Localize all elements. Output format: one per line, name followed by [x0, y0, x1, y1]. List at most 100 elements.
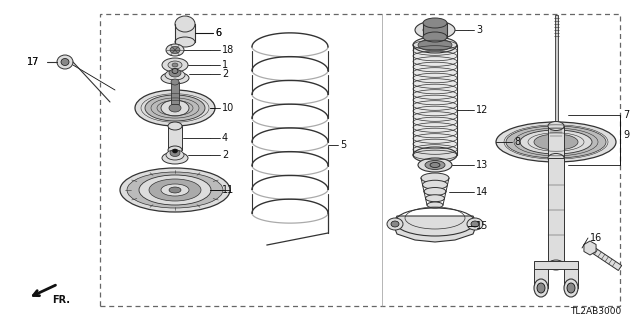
Ellipse shape: [426, 195, 445, 202]
Ellipse shape: [415, 21, 455, 39]
Ellipse shape: [506, 126, 606, 158]
Text: 12: 12: [476, 105, 488, 115]
Ellipse shape: [425, 161, 445, 170]
Bar: [423, 23, 447, 37]
Bar: [534, 263, 548, 288]
Text: 14: 14: [476, 187, 488, 197]
Ellipse shape: [168, 122, 182, 130]
Bar: [171, 82, 179, 104]
Polygon shape: [584, 241, 596, 255]
Ellipse shape: [175, 37, 195, 47]
Polygon shape: [588, 245, 621, 270]
Text: TL2AB3000: TL2AB3000: [570, 308, 621, 316]
Ellipse shape: [567, 283, 575, 293]
Bar: [414, 45, 456, 155]
Bar: [554, 15, 557, 125]
Ellipse shape: [168, 146, 182, 154]
Text: 2: 2: [222, 150, 228, 160]
Ellipse shape: [496, 122, 616, 162]
Ellipse shape: [175, 16, 195, 32]
Ellipse shape: [171, 79, 179, 85]
Ellipse shape: [172, 68, 178, 74]
Text: 4: 4: [222, 133, 228, 143]
Bar: [168, 126, 182, 150]
Ellipse shape: [537, 283, 545, 293]
Text: 13: 13: [476, 160, 488, 170]
Ellipse shape: [534, 279, 548, 297]
Ellipse shape: [422, 180, 447, 189]
Ellipse shape: [520, 130, 592, 154]
Polygon shape: [393, 216, 477, 242]
Ellipse shape: [548, 260, 564, 270]
Text: 3: 3: [476, 25, 482, 35]
Ellipse shape: [387, 218, 403, 230]
Ellipse shape: [161, 100, 189, 116]
Text: 1: 1: [222, 60, 228, 70]
Text: 6: 6: [215, 28, 221, 38]
Ellipse shape: [550, 134, 562, 140]
Text: 15: 15: [476, 221, 488, 231]
Ellipse shape: [418, 158, 452, 172]
Ellipse shape: [427, 202, 443, 208]
Ellipse shape: [165, 70, 185, 80]
Ellipse shape: [162, 152, 188, 164]
Bar: [548, 158, 564, 265]
Ellipse shape: [423, 32, 447, 42]
Ellipse shape: [169, 104, 181, 112]
Text: 2: 2: [222, 69, 228, 79]
Ellipse shape: [161, 184, 189, 196]
Ellipse shape: [169, 187, 181, 193]
Ellipse shape: [424, 188, 446, 196]
Ellipse shape: [145, 95, 205, 121]
Text: 8: 8: [514, 137, 520, 147]
Text: 11: 11: [222, 185, 234, 195]
Ellipse shape: [161, 72, 189, 84]
Ellipse shape: [471, 221, 479, 227]
Text: 18: 18: [222, 45, 234, 55]
Ellipse shape: [423, 18, 447, 28]
Ellipse shape: [170, 149, 180, 156]
Ellipse shape: [413, 37, 457, 53]
Text: 17: 17: [27, 57, 40, 67]
Ellipse shape: [430, 163, 440, 167]
Ellipse shape: [169, 69, 181, 77]
Bar: [100, 14, 620, 306]
Ellipse shape: [534, 134, 578, 150]
Ellipse shape: [418, 39, 452, 51]
Ellipse shape: [170, 46, 180, 53]
Text: 9: 9: [623, 130, 629, 140]
Bar: [175, 24, 195, 42]
Ellipse shape: [57, 55, 73, 69]
Ellipse shape: [564, 279, 578, 297]
Ellipse shape: [139, 175, 211, 205]
Ellipse shape: [135, 90, 215, 126]
Text: FR.: FR.: [52, 295, 70, 305]
Text: 10: 10: [222, 103, 234, 113]
Ellipse shape: [120, 168, 230, 212]
Ellipse shape: [413, 147, 457, 163]
Ellipse shape: [149, 179, 201, 201]
Ellipse shape: [423, 25, 447, 36]
Ellipse shape: [172, 63, 178, 67]
Ellipse shape: [421, 173, 449, 183]
Ellipse shape: [168, 61, 182, 69]
Text: 5: 5: [340, 140, 346, 150]
Text: 16: 16: [590, 233, 602, 243]
Ellipse shape: [166, 150, 184, 160]
Bar: [550, 125, 562, 137]
Ellipse shape: [548, 122, 564, 131]
Ellipse shape: [467, 218, 483, 230]
Ellipse shape: [166, 44, 184, 56]
Ellipse shape: [61, 59, 69, 66]
Ellipse shape: [127, 172, 223, 208]
Ellipse shape: [548, 154, 564, 163]
Bar: [548, 126, 564, 158]
Ellipse shape: [391, 221, 399, 227]
Ellipse shape: [162, 58, 188, 72]
Text: 17: 17: [27, 57, 40, 67]
Bar: [534, 261, 578, 269]
Text: 7: 7: [623, 110, 629, 120]
Ellipse shape: [173, 149, 177, 153]
Bar: [564, 263, 578, 288]
Text: 6: 6: [215, 28, 221, 38]
